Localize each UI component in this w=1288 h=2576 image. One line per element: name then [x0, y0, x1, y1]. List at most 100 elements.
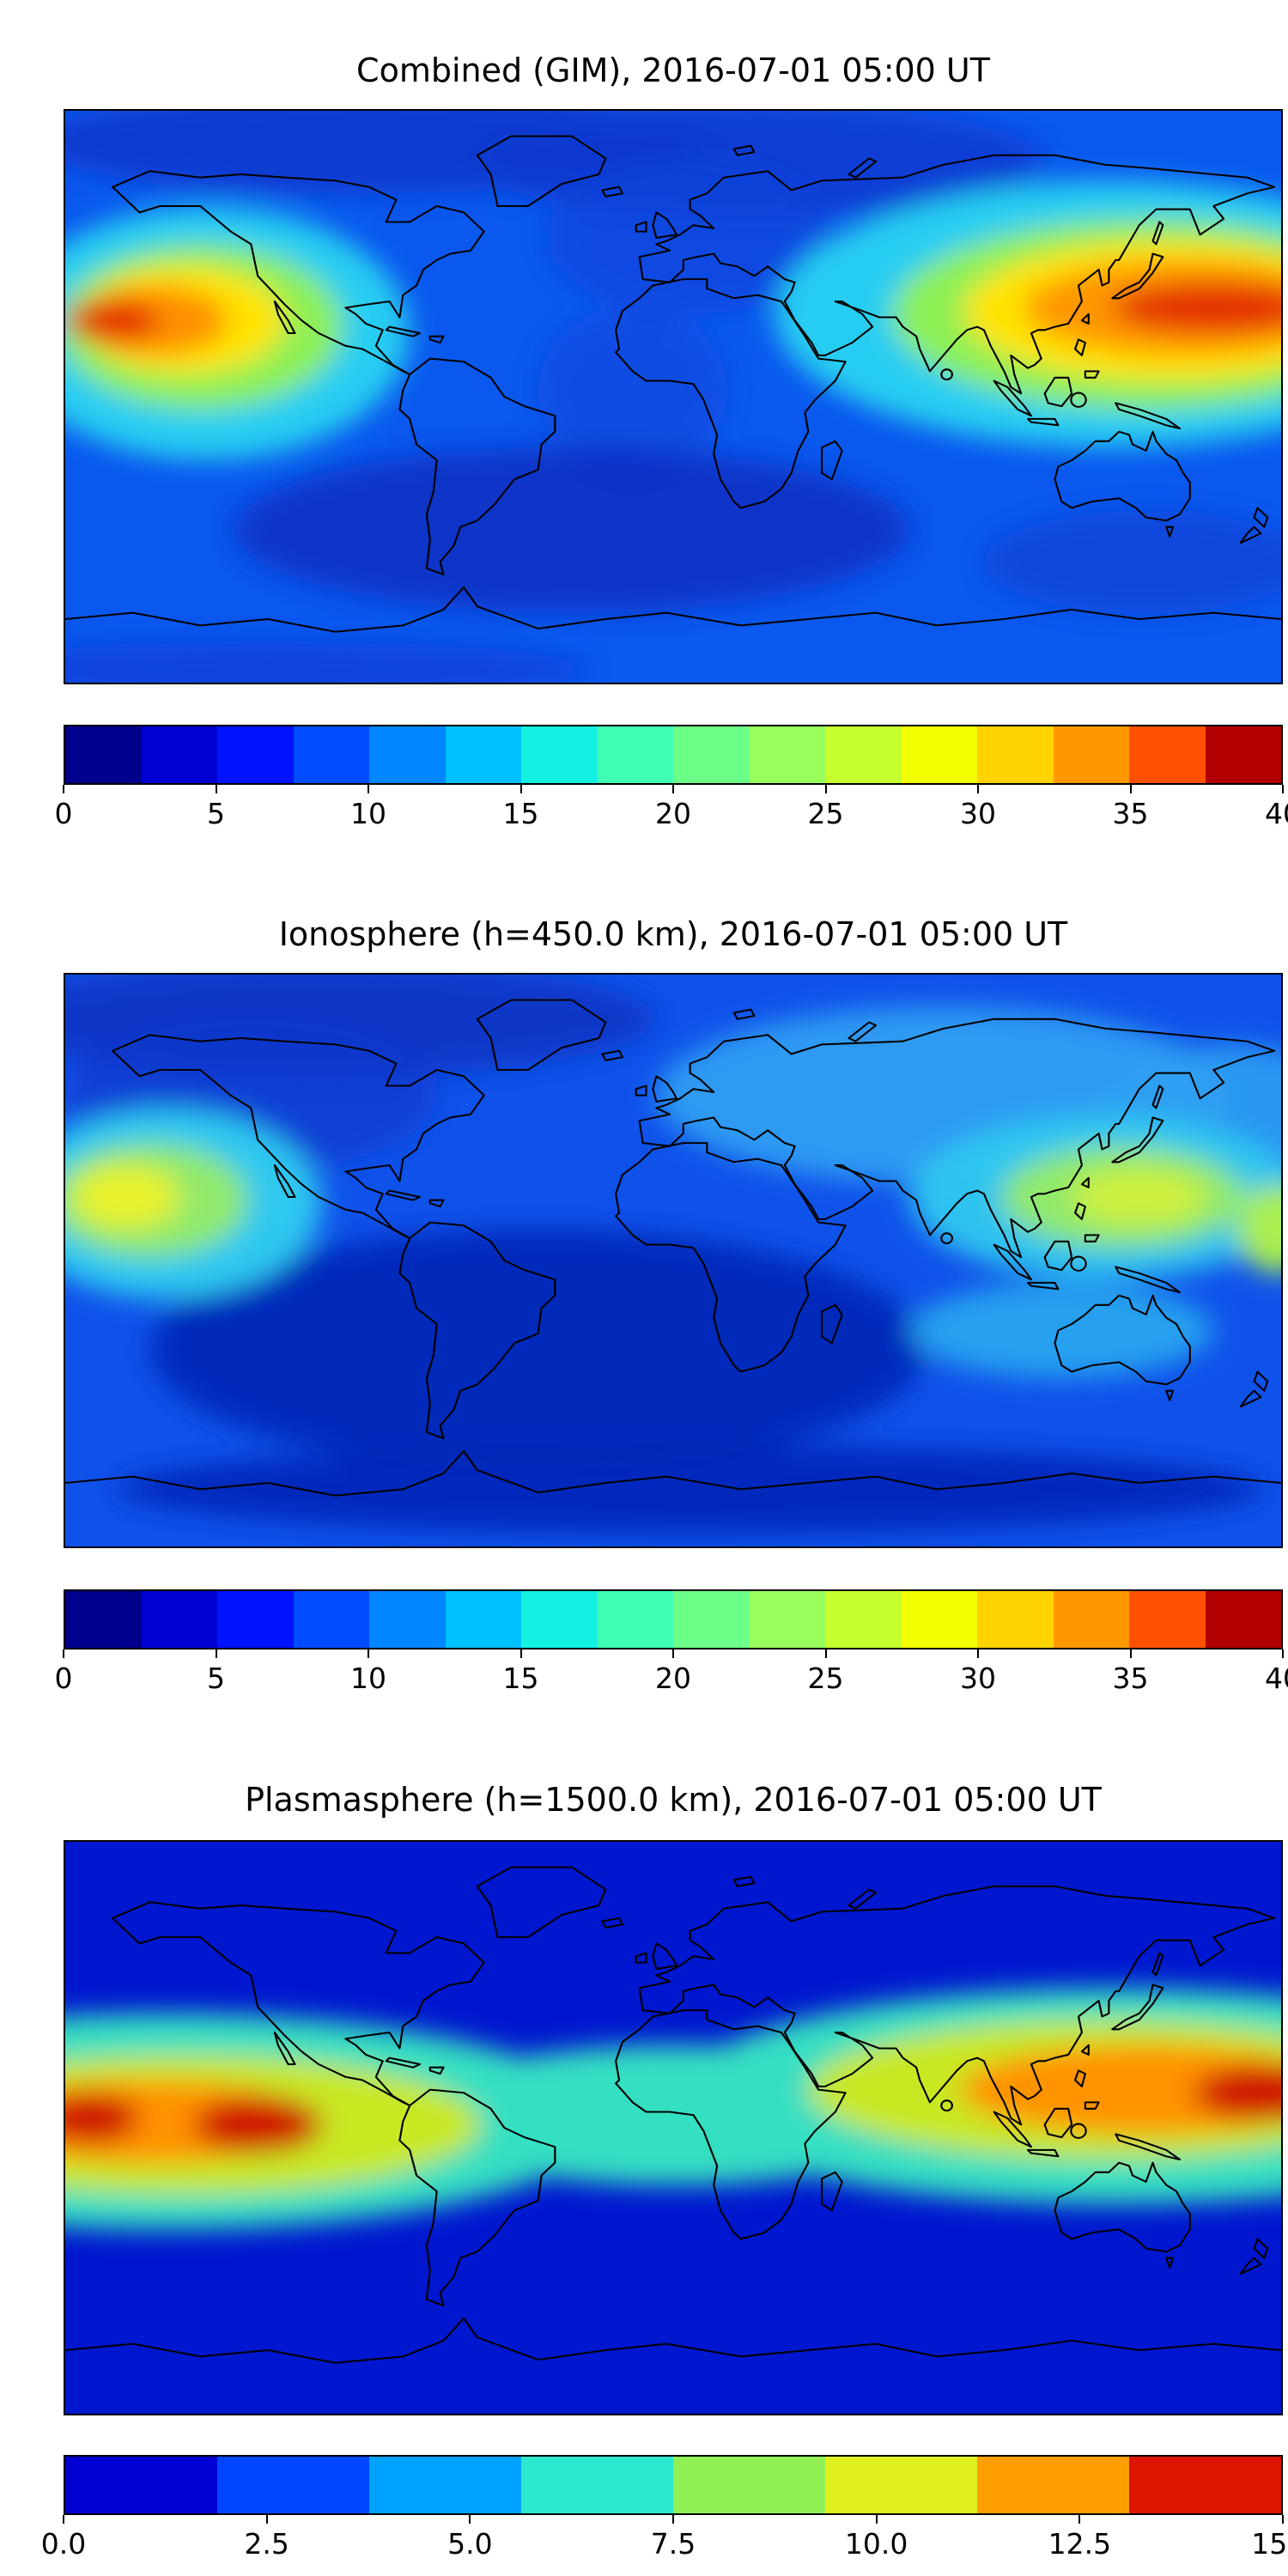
colorbar-segment [369, 1591, 446, 1648]
colorbar-tick-mark [519, 785, 522, 793]
colorbar-segment [597, 726, 673, 783]
colorbar-segment [825, 726, 902, 783]
colorbar-segment [445, 1591, 521, 1648]
colorbar-tick-label: 12.5 [1048, 2527, 1112, 2561]
colorbar-segment [1129, 1591, 1206, 1648]
colorbar-segment [293, 726, 369, 783]
colorbar-tick-label: 5.0 [447, 2527, 493, 2561]
colorbar-segment [217, 1591, 294, 1648]
panel-title-ionosphere: Ionosphere (h=450.0 km), 2016-07-01 05:0… [278, 915, 1068, 953]
colorbar-ticklabels-combined: 0 5 10 15 20 25 30 35 40 [55, 797, 1288, 835]
colorbar-tick-label: 10 [350, 1662, 386, 1695]
colorbar-tick-mark [1282, 2515, 1284, 2524]
colorbar-segment [293, 1591, 369, 1648]
map-canvas-svg [65, 111, 1281, 683]
colorbar-tick-label: 40 [1265, 1662, 1288, 1695]
colorbar-segment [825, 2457, 977, 2513]
colorbar-segment [1205, 1591, 1281, 1648]
colorbar-tick-mark [672, 785, 674, 793]
colorbar-tick-mark [519, 1649, 522, 1658]
colorbar-tick-label: 10 [350, 797, 386, 830]
colorbar-tickmarks-plasmasphere [63, 2515, 1284, 2524]
colorbar-tick-label: 40 [1265, 797, 1288, 830]
colorbar-segment [977, 726, 1054, 783]
colorbar-tick-label: 20 [655, 1662, 691, 1695]
colorbar-combined [64, 725, 1283, 785]
colorbar-tick-label: 5 [207, 797, 225, 830]
colorbar-tick-label: 10.0 [844, 2527, 908, 2561]
colorbar-segment [217, 2457, 369, 2513]
panel-title-combined: Combined (GIM), 2016-07-01 05:00 UT [356, 52, 990, 89]
panel-title-plasmasphere: Plasmasphere (h=1500.0 km), 2016-07-01 0… [245, 1781, 1102, 1819]
colorbar-segment [977, 1591, 1054, 1648]
colorbar-tick-label: 0.0 [40, 2527, 87, 2561]
colorbar-tick-mark [469, 2515, 471, 2524]
colorbar-ticklabels-plasmasphere: 0.0 2.5 5.0 7.5 10.0 12.5 15.0 [41, 2527, 1288, 2565]
colorbar-plasmasphere [64, 2455, 1283, 2515]
colorbar-segment [521, 1591, 598, 1648]
colorbar-tick-label: 15.0 [1251, 2527, 1288, 2561]
colorbar-tick-mark [368, 785, 369, 793]
colorbar-tick-mark [672, 2515, 674, 2524]
colorbar-segment [1053, 1591, 1129, 1648]
colorbar-tick-mark [1282, 785, 1284, 793]
colorbar-tick-label: 20 [655, 797, 691, 830]
colorbar-segment [521, 726, 598, 783]
colorbar-segment [673, 2457, 825, 2513]
colorbar-tickmarks-ionosphere [63, 1649, 1284, 1658]
map-ionosphere [64, 973, 1283, 1548]
colorbar-tick-mark [63, 785, 64, 793]
colorbar-tick-mark [368, 1649, 369, 1658]
colorbar-tick-mark [977, 785, 979, 793]
map-canvas-svg [65, 975, 1281, 1546]
colorbar-tick-mark [265, 2515, 268, 2524]
colorbar-tick-mark [1129, 1649, 1132, 1658]
colorbar-tick-mark [875, 2515, 878, 2524]
colorbar-segment [901, 1591, 977, 1648]
colorbar-tick-mark [672, 1649, 674, 1658]
colorbar-segment [65, 1591, 142, 1648]
colorbar-segment [1205, 726, 1281, 783]
colorbar-segment [673, 726, 750, 783]
colorbar-segment [977, 2457, 1129, 2513]
colorbar-ionosphere [64, 1589, 1283, 1649]
contour-field [65, 975, 1281, 1534]
colorbar-segment [217, 726, 294, 783]
colorbar-tick-label: 25 [807, 797, 844, 830]
colorbar-tick-mark [824, 785, 827, 793]
colorbar-segment [445, 726, 521, 783]
colorbar-tick-label: 35 [1112, 797, 1149, 830]
colorbar-tickmarks-combined [63, 785, 1284, 793]
colorbar-segment [749, 1591, 825, 1648]
colorbar-segment [1053, 726, 1129, 783]
colorbar-segment [369, 726, 446, 783]
colorbar-segment [521, 2457, 673, 2513]
colorbar-tick-label: 15 [502, 797, 539, 830]
map-canvas-svg [65, 1842, 1281, 2414]
colorbar-segment [901, 726, 977, 783]
colorbar-segment [749, 726, 825, 783]
map-plasmasphere [64, 1840, 1283, 2415]
colorbar-segment [825, 1591, 902, 1648]
colorbar-tick-label: 0 [54, 797, 73, 830]
colorbar-ticklabels-ionosphere: 0 5 10 15 20 25 30 35 40 [55, 1662, 1288, 1699]
colorbar-tick-mark [63, 1649, 64, 1658]
colorbar-segment [369, 2457, 521, 2513]
colorbar-tick-label: 15 [502, 1662, 539, 1695]
colorbar-tick-mark [824, 1649, 827, 1658]
colorbar-segment [1129, 726, 1206, 783]
colorbar-tick-label: 0 [54, 1662, 73, 1695]
colorbar-tick-label: 35 [1112, 1662, 1149, 1695]
colorbar-tick-mark [1078, 2515, 1081, 2524]
colorbar-tick-mark [215, 1649, 217, 1658]
colorbar-tick-mark [215, 785, 217, 793]
colorbar-tick-mark [977, 1649, 979, 1658]
colorbar-tick-mark [63, 2515, 64, 2524]
colorbar-segment [65, 2457, 217, 2513]
contour-field [65, 1988, 1281, 2230]
colorbar-segment [1129, 2457, 1281, 2513]
colorbar-segment [65, 726, 142, 783]
colorbar-segment [141, 726, 217, 783]
colorbar-tick-label: 30 [960, 1662, 996, 1695]
